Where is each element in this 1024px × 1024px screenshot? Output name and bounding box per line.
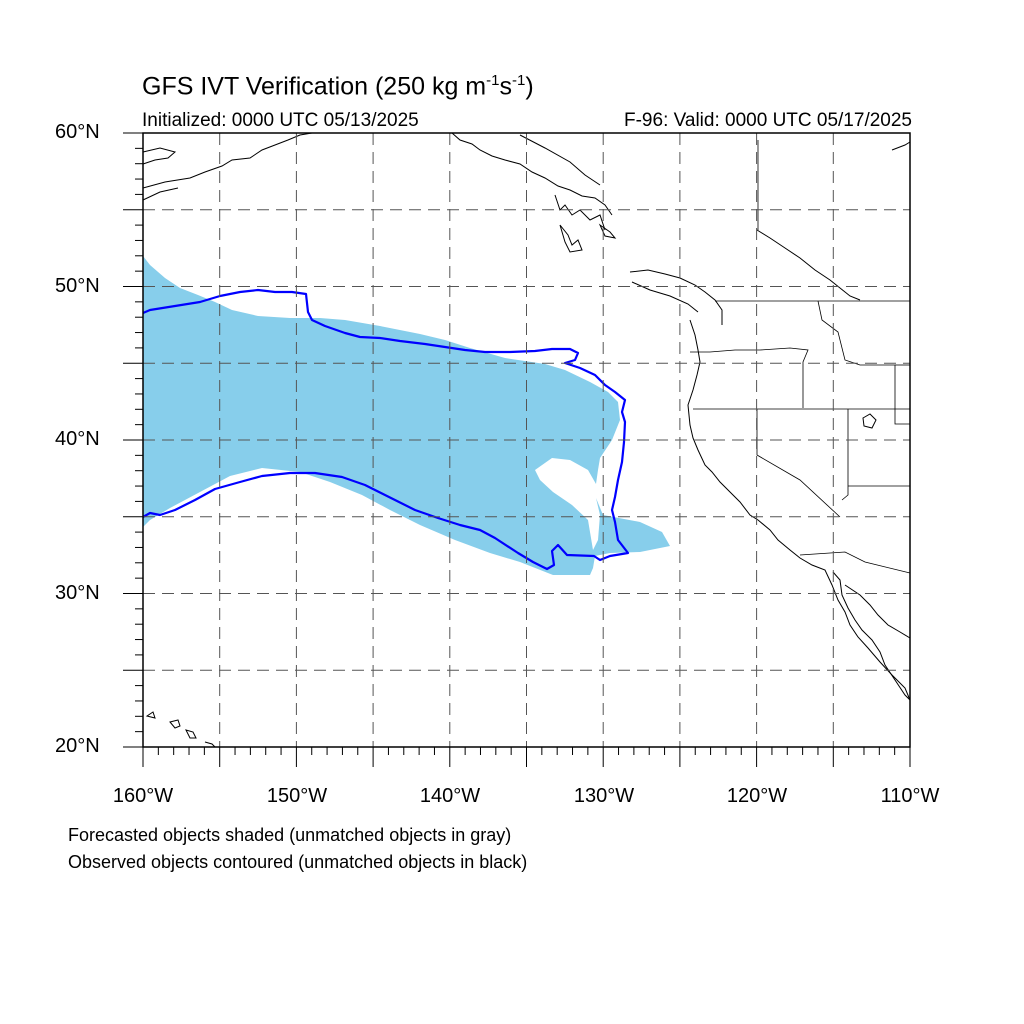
lat-label-50n: 50°N xyxy=(55,275,100,297)
valid-time: F-96: Valid: 0000 UTC 05/17/2025 xyxy=(624,110,912,131)
lon-label-120w: 120°W xyxy=(726,785,788,807)
coastlines xyxy=(142,132,911,748)
lat-label-40n: 40°N xyxy=(55,428,100,450)
lon-label-130w: 130°W xyxy=(573,785,635,807)
map-title: GFS IVT Verification (250 kg m-1s-1) xyxy=(142,72,534,101)
axis-ticks xyxy=(123,132,911,767)
state-borders xyxy=(690,140,911,574)
lat-label-20n: 20°N xyxy=(55,735,100,757)
observed-caption: Observed objects contoured (unmatched ob… xyxy=(68,852,528,872)
grid-lines xyxy=(143,133,910,747)
lon-label-140w: 140°W xyxy=(419,785,481,807)
forecast-object xyxy=(143,256,670,575)
forecast-caption: Forecasted objects shaded (unmatched obj… xyxy=(68,825,512,845)
lat-label-30n: 30°N xyxy=(55,582,100,604)
lon-label-160w: 160°W xyxy=(112,785,174,807)
initialized-time: Initialized: 0000 UTC 05/13/2025 xyxy=(142,110,419,131)
lat-label-60n: 60°N xyxy=(55,121,100,143)
lon-label-150w: 150°W xyxy=(266,785,328,807)
lon-label-110w: 110°W xyxy=(880,785,940,807)
observed-object-contour xyxy=(142,288,630,571)
